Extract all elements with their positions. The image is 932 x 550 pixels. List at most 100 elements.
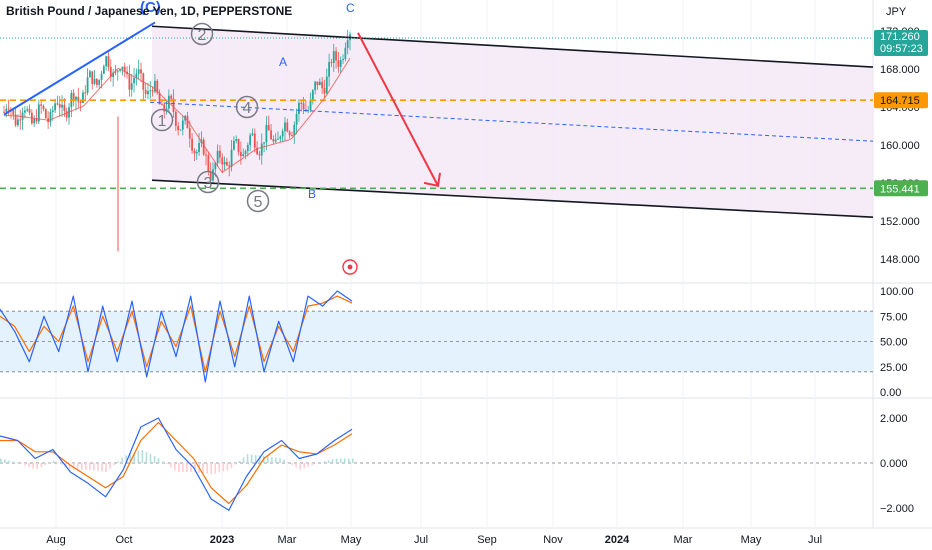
candle-body: [42, 105, 45, 110]
macd-histogram-bar: [153, 456, 156, 463]
candle-body: [114, 71, 117, 73]
candle-body: [260, 143, 263, 156]
candle-body: [54, 103, 56, 111]
macd-histogram-bar: [186, 463, 188, 472]
macd-histogram-bar: [234, 463, 237, 465]
macd-histogram-bar: [254, 455, 257, 463]
candle-body: [147, 91, 149, 95]
candle-body: [7, 108, 10, 110]
channel-upper-line[interactable]: [151, 25, 874, 68]
candle-body: [209, 172, 212, 181]
stochastic-tick-label: 75.00: [880, 311, 908, 323]
target-arrow-shaft: [357, 32, 439, 187]
wave-label-1: 1: [158, 113, 167, 130]
macd-histogram-bar: [72, 463, 75, 470]
macd-histogram-bar: [267, 456, 269, 463]
candle-body: [307, 110, 310, 112]
macd-histogram-bar: [190, 463, 192, 472]
wave-circle: [196, 170, 220, 194]
price-tick-label: 148.000: [880, 254, 920, 266]
wave-label-c-top: (C): [140, 0, 161, 16]
candle-body: [246, 144, 249, 152]
candle-body: [89, 71, 91, 78]
candle-body: [302, 103, 305, 110]
macd-histogram-bar: [194, 463, 196, 473]
candle-body: [323, 88, 326, 94]
candle-body: [226, 161, 228, 166]
candle-body: [3, 111, 5, 113]
macd-tick-label: −2.000: [880, 503, 914, 515]
candle-body: [232, 140, 235, 150]
wave-label-5: 5: [254, 194, 263, 211]
alert-icon-dot: [347, 264, 353, 270]
time-tick-label: Oct: [115, 534, 132, 546]
resistance-price-value: 164.715: [880, 95, 920, 107]
candle-body: [128, 74, 131, 90]
channel-fill: [152, 26, 873, 218]
candle-body: [130, 83, 133, 90]
macd-histogram-bar: [319, 462, 322, 463]
alert-target-icon[interactable]: [342, 259, 358, 275]
stochastic-pane[interactable]: [0, 290, 873, 383]
candle-body: [105, 56, 108, 67]
target-arrow-head: [423, 172, 441, 188]
channel-lower-line[interactable]: [151, 179, 874, 218]
candle-body: [140, 69, 142, 74]
macd-histogram-bar: [28, 463, 30, 468]
time-tick-label: Mar: [278, 534, 297, 546]
macd-histogram-bar: [40, 463, 43, 468]
time-tick-label: Jul: [808, 534, 822, 546]
candle-body: [17, 119, 19, 126]
wave-c-trendline[interactable]: [3, 21, 156, 116]
macd-histogram-bar: [68, 463, 71, 469]
macd-histogram-bar: [48, 462, 51, 464]
wave-circle: [246, 189, 270, 213]
candle-body: [253, 133, 256, 148]
macd-histogram-bar: [339, 458, 342, 463]
wave-label-3: 3: [204, 175, 213, 192]
candle-body: [133, 78, 135, 84]
candle-body: [49, 111, 52, 123]
candle-body: [107, 56, 110, 67]
time-axis[interactable]: Aug Oct 2023 Mar May Jul Sep Nov 2024 Mar May Jul: [46, 534, 822, 546]
candle-body: [123, 66, 126, 72]
candle-body: [100, 73, 103, 80]
candle-body: [237, 139, 240, 152]
candle-body: [98, 79, 101, 85]
macd-pane[interactable]: [0, 417, 873, 511]
candle-body: [135, 73, 138, 79]
macd-histogram-bar: [117, 461, 119, 463]
macd-histogram-bar: [20, 463, 22, 465]
wave-label-4: 4: [243, 100, 252, 117]
macd-histogram-bar: [109, 463, 111, 469]
candle-body: [265, 125, 268, 143]
target-arrow[interactable]: [357, 32, 441, 188]
candle-body: [172, 98, 175, 112]
candle-body: [58, 104, 61, 108]
price-pane[interactable]: (C) C A B 1 2 3 4 5: [0, 0, 874, 275]
candle-body: [242, 154, 245, 157]
candle-body: [51, 110, 54, 112]
macd-histogram-bar: [347, 458, 350, 463]
channel-mid-dashed-line[interactable]: [149, 101, 874, 142]
candle-body: [37, 104, 40, 122]
candle-body: [86, 77, 89, 93]
macd-tick-label: 0.000: [880, 458, 908, 470]
stochastic-band: [0, 311, 873, 372]
last-price-tag: [874, 30, 928, 57]
candle-body: [263, 142, 265, 144]
macd-histogram-bar: [307, 463, 310, 467]
candle-body: [346, 40, 349, 48]
macd-histogram-bar: [250, 454, 253, 463]
macd-histogram-bar: [331, 459, 334, 463]
candle-body: [293, 124, 296, 136]
candle-body: [95, 78, 98, 85]
macd-histogram-bar: [258, 455, 261, 463]
price-tick-label: 160.000: [880, 140, 920, 152]
symbol-title[interactable]: British Pound / Japanese Yen, 1D, PEPPER…: [6, 4, 293, 18]
candle-body: [35, 118, 38, 122]
macd-histogram-bar: [97, 463, 99, 471]
support-price-tag: [874, 180, 928, 197]
wave-circle: [235, 95, 259, 119]
price-axis[interactable]: JPY148.000152.000156.000160.000164.00016…: [880, 6, 920, 515]
